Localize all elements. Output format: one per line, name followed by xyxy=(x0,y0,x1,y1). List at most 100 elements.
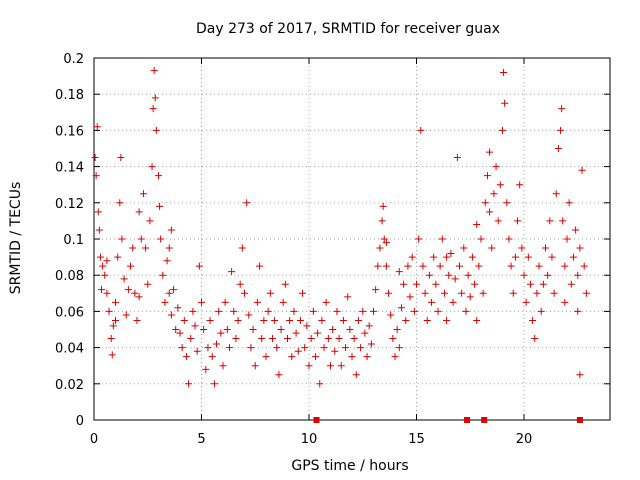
data-point xyxy=(120,275,128,283)
data-point xyxy=(529,316,537,324)
data-point xyxy=(582,289,590,297)
data-point xyxy=(445,271,453,279)
data-point xyxy=(440,289,448,297)
axis-marker xyxy=(576,417,583,423)
data-point xyxy=(509,289,517,297)
data-point xyxy=(558,105,566,113)
data-point xyxy=(537,307,545,315)
data-point xyxy=(466,293,474,301)
data-point xyxy=(316,380,324,388)
data-point xyxy=(108,351,116,359)
data-point xyxy=(434,307,442,315)
data-point xyxy=(565,199,573,207)
data-point xyxy=(505,235,513,243)
data-point xyxy=(193,347,201,355)
y-tick-label: 0.06 xyxy=(55,305,84,320)
data-point xyxy=(223,326,231,333)
data-point xyxy=(107,335,115,343)
y-tick-label: 0.14 xyxy=(55,161,84,176)
data-point xyxy=(471,280,479,288)
data-point xyxy=(550,289,558,297)
data-point xyxy=(245,311,253,319)
data-point xyxy=(456,262,463,270)
data-point xyxy=(152,126,160,134)
data-point xyxy=(473,316,481,324)
data-point xyxy=(574,307,582,315)
data-point xyxy=(191,322,199,330)
data-point xyxy=(101,271,109,279)
data-point xyxy=(372,286,380,294)
data-point xyxy=(129,244,137,252)
data-point xyxy=(363,353,371,361)
data-point xyxy=(94,208,102,216)
data-point xyxy=(563,235,571,243)
data-point xyxy=(357,344,365,352)
data-point xyxy=(303,322,311,330)
data-point xyxy=(159,271,167,279)
data-point xyxy=(150,67,158,75)
data-point xyxy=(210,380,218,388)
data-point xyxy=(305,362,313,370)
data-point xyxy=(301,344,309,352)
data-point xyxy=(92,172,100,180)
data-point xyxy=(148,163,156,171)
data-point xyxy=(333,307,341,315)
data-point xyxy=(198,298,205,306)
axis-ticks xyxy=(93,57,610,421)
data-point xyxy=(492,163,500,171)
data-point xyxy=(176,329,184,337)
x-tick-label: 15 xyxy=(408,432,425,447)
data-point xyxy=(458,289,466,297)
data-point xyxy=(576,244,584,252)
data-point xyxy=(544,271,552,279)
data-point xyxy=(281,280,289,288)
data-point xyxy=(576,371,584,379)
data-point xyxy=(479,289,487,297)
data-point xyxy=(352,371,360,379)
data-point xyxy=(118,235,126,243)
data-point xyxy=(149,105,157,113)
data-point xyxy=(105,307,113,315)
x-tick-labels: 0 5 10 15 20 xyxy=(90,432,532,447)
data-point xyxy=(430,253,438,261)
data-point xyxy=(451,275,459,283)
data-point xyxy=(524,253,532,261)
data-point xyxy=(393,326,401,333)
data-point xyxy=(359,307,367,315)
data-point xyxy=(174,304,182,312)
data-point xyxy=(415,235,423,243)
axis-marker xyxy=(464,417,471,423)
data-point xyxy=(569,253,577,261)
data-point xyxy=(221,298,229,306)
data-point xyxy=(380,235,388,243)
data-point xyxy=(163,257,171,265)
data-point xyxy=(385,289,393,297)
data-point xyxy=(322,298,330,306)
data-point xyxy=(339,316,347,324)
y-tick-label: 0.08 xyxy=(55,269,84,284)
data-point xyxy=(578,166,586,174)
data-point xyxy=(494,217,502,225)
data-point xyxy=(473,221,481,229)
data-point xyxy=(376,244,384,252)
data-point xyxy=(200,326,208,333)
data-point xyxy=(258,335,266,343)
data-point xyxy=(501,99,509,107)
grid xyxy=(94,58,610,420)
data-point xyxy=(572,226,580,234)
data-point xyxy=(516,181,524,189)
data-point xyxy=(96,253,104,261)
data-point xyxy=(370,307,377,315)
data-point xyxy=(320,344,328,352)
data-point xyxy=(256,262,264,270)
data-point xyxy=(122,311,130,319)
data-point xyxy=(273,344,281,352)
data-point xyxy=(172,326,180,333)
data-point xyxy=(542,244,549,252)
axis-marker xyxy=(313,417,320,423)
data-point xyxy=(335,335,343,343)
data-point xyxy=(180,316,188,324)
data-point xyxy=(182,353,190,361)
y-tick-label: 0.2 xyxy=(63,52,84,67)
